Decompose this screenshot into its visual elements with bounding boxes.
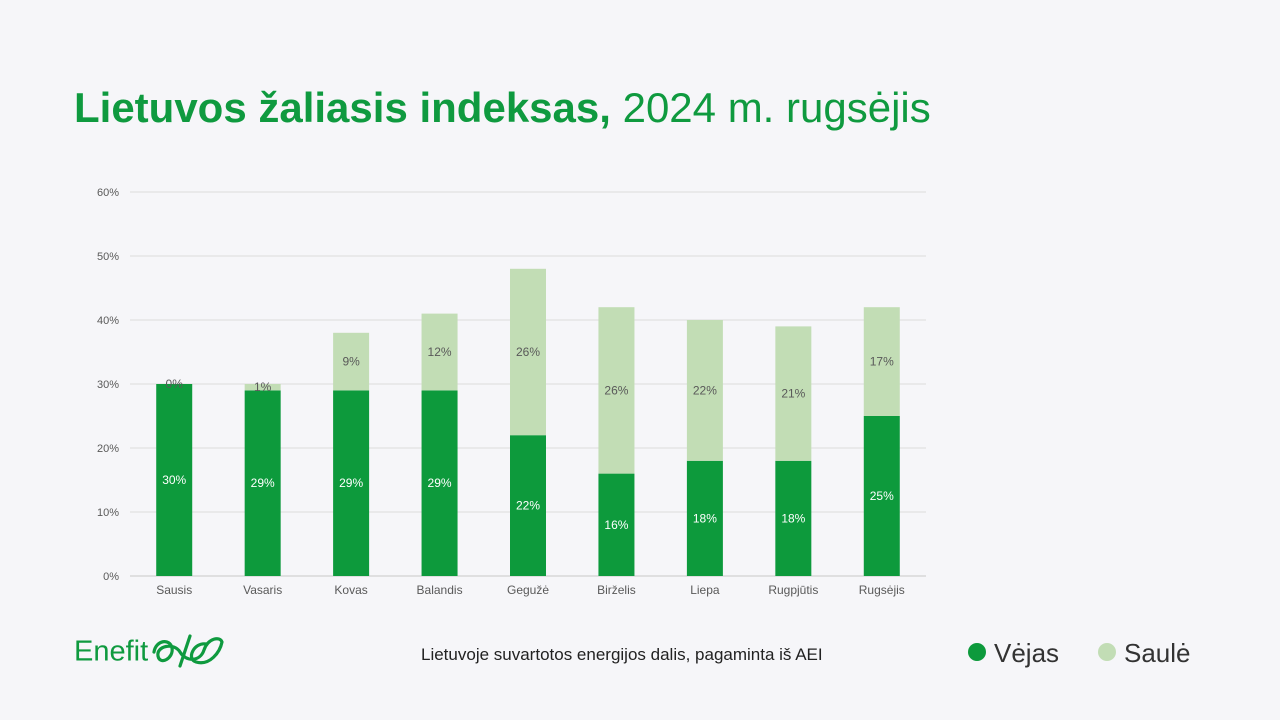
- legend-item-sun: Saulė: [1098, 638, 1191, 669]
- bar-sun: [686, 320, 723, 461]
- logo-text: Enefit: [74, 635, 149, 668]
- x-tick-label: Gegužė: [507, 583, 549, 597]
- x-tick-label: Rugsėjis: [859, 583, 905, 597]
- y-tick-label: 10%: [97, 507, 119, 519]
- legend-sun-label: Saulė: [1124, 638, 1191, 668]
- y-tick-label: 20%: [97, 443, 119, 455]
- page-title: Lietuvos žaliasis indeksas, 2024 m. rugs…: [74, 84, 931, 132]
- bar-wind: [421, 390, 458, 576]
- data-label-wind: 18%: [781, 511, 805, 525]
- bar-sun: [775, 326, 812, 461]
- y-tick-label: 40%: [97, 315, 119, 327]
- bar-sun: [421, 313, 458, 391]
- data-label-wind: 18%: [693, 511, 717, 525]
- y-tick-label: 30%: [97, 379, 119, 391]
- data-label-wind: 29%: [428, 476, 452, 490]
- bar-sun: [244, 384, 281, 391]
- data-label-wind: 29%: [339, 476, 363, 490]
- data-label-wind: 16%: [604, 518, 628, 532]
- y-tick-label: 50%: [97, 251, 119, 263]
- bar-wind: [244, 390, 281, 576]
- x-tick-label: Rugpjūtis: [768, 583, 818, 597]
- x-tick-label: Sausis: [156, 583, 192, 597]
- data-label-wind: 25%: [870, 489, 894, 503]
- bar-wind: [156, 384, 193, 576]
- data-label-sun: 21%: [781, 387, 805, 401]
- bar-wind: [510, 435, 546, 576]
- legend-wind-swatch: [968, 643, 986, 662]
- data-label-sun: 26%: [516, 345, 540, 359]
- bar-wind: [775, 460, 812, 576]
- data-label-wind: 22%: [516, 499, 540, 513]
- data-label-wind: 30%: [162, 473, 186, 487]
- bar-sun: [333, 332, 370, 391]
- data-label-sun: 17%: [870, 355, 894, 369]
- data-label-sun: 12%: [428, 345, 452, 359]
- x-tick-label: Vasaris: [243, 583, 282, 597]
- bar-sun: [598, 307, 635, 474]
- data-label-sun: 1%: [254, 380, 272, 394]
- data-label-sun: 26%: [604, 383, 628, 397]
- y-tick-label: 60%: [97, 187, 119, 199]
- data-label-sun: 22%: [693, 383, 717, 397]
- x-tick-label: Birželis: [597, 583, 636, 597]
- legend-item-wind: Vėjas: [968, 638, 1059, 669]
- x-tick-label: Kovas: [334, 583, 367, 597]
- data-label-sun: 9%: [342, 355, 360, 369]
- chart-caption: Lietuvoje suvartotos energijos dalis, pa…: [421, 645, 823, 664]
- bar-sun: [510, 268, 546, 436]
- bar-wind: [863, 416, 900, 576]
- legend-wind-label: Vėjas: [994, 638, 1060, 668]
- data-label-sun: 0%: [166, 377, 184, 391]
- title-rest: 2024 m. rugsėjis: [622, 84, 931, 131]
- enefit-swirl-logo-icon: [152, 634, 224, 668]
- title-bold: Lietuvos žaliasis indeksas,: [74, 84, 611, 131]
- bar-wind: [598, 473, 635, 576]
- y-tick-label: 0%: [103, 571, 119, 583]
- bar-wind: [333, 390, 370, 576]
- bar-wind: [686, 460, 723, 576]
- legend-sun-swatch: [1098, 643, 1116, 662]
- data-label-wind: 29%: [251, 476, 275, 490]
- x-tick-label: Liepa: [690, 583, 720, 597]
- enefit-logo: Enefit: [74, 632, 224, 672]
- bar-sun: [863, 307, 900, 416]
- x-tick-label: Balandis: [417, 583, 463, 597]
